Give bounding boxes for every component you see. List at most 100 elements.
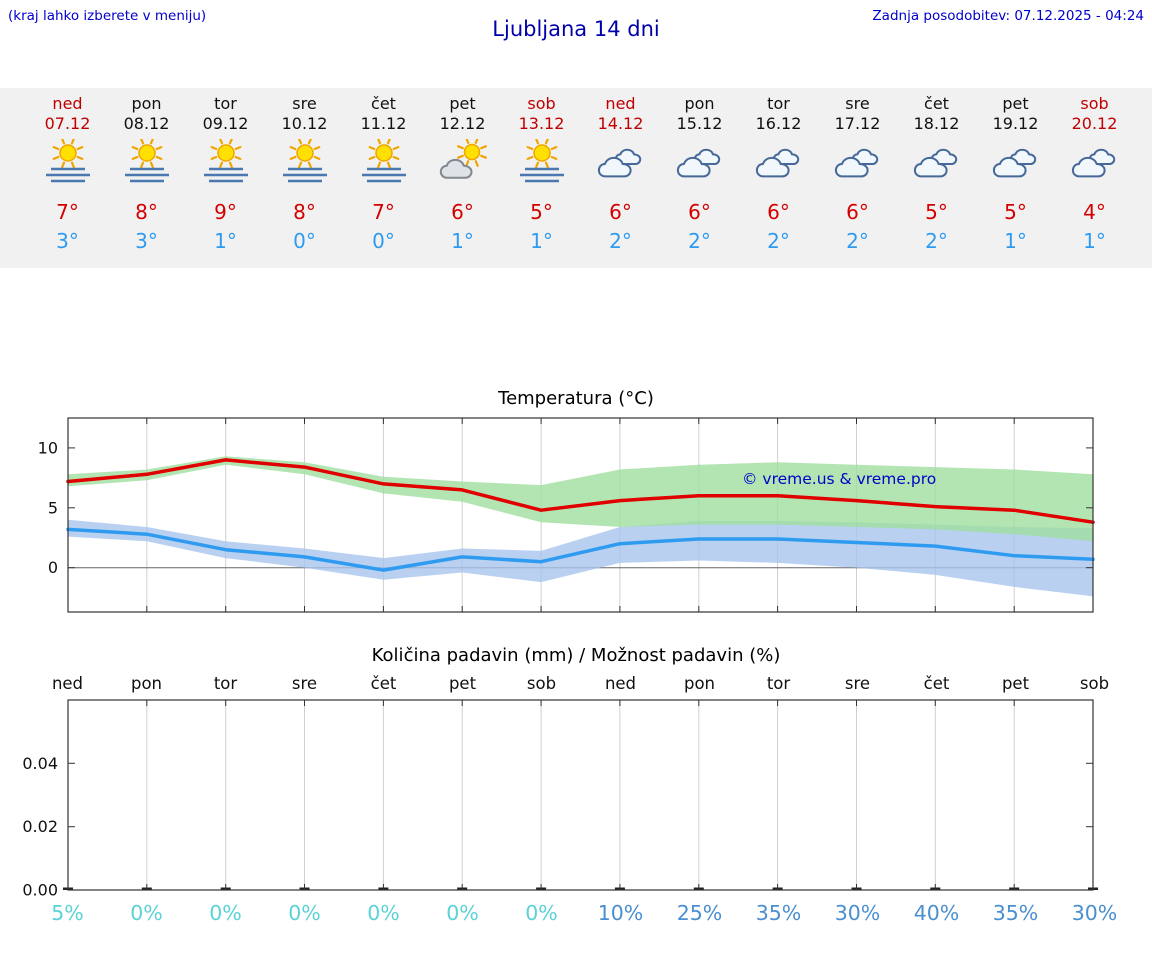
sun-fog-icon (502, 137, 581, 191)
precip-day-label: pon (683, 674, 716, 693)
high-temp: 6° (688, 200, 711, 224)
svg-text:10: 10 (38, 438, 58, 457)
precip-probability: 0% (446, 901, 479, 925)
precip-chart: 0.00 0.02 0.04 (22, 699, 1098, 900)
day-date: 13.12 (518, 114, 565, 133)
day-date: 10.12 (281, 114, 328, 133)
day-date: 07.12 (44, 114, 91, 133)
day-name: čet (924, 94, 949, 113)
svg-text:5: 5 (48, 498, 58, 517)
forecast-day: ned 07.12 7° 3° (28, 94, 107, 268)
clouds-icon (897, 139, 976, 191)
precip-chart-title: Količina padavin (mm) / Možnost padavin … (371, 645, 781, 666)
clouds-icon (660, 139, 739, 191)
forecast-day: pet 19.12 5° 1° (976, 94, 1055, 268)
forecast-day: sob 13.12 5° 1° (502, 94, 581, 268)
low-temp: 0° (372, 229, 395, 253)
day-name: pon (131, 94, 162, 113)
day-name: ned (52, 94, 83, 113)
precip-day-label: tor (213, 674, 238, 693)
precip-probability: 10% (597, 901, 644, 925)
low-temp: 3° (135, 229, 158, 253)
sun-cloud-icon (423, 137, 502, 191)
svg-text:0: 0 (48, 558, 58, 577)
high-temp: 8° (135, 200, 158, 224)
precip-day-label: čet (923, 674, 950, 693)
sun-fog-icon (186, 137, 265, 191)
forecast-day: čet 11.12 7° 0° (344, 94, 423, 268)
day-date: 09.12 (202, 114, 249, 133)
sun-fog-icon (28, 137, 107, 191)
high-temp: 9° (214, 200, 237, 224)
precip-probability: 0% (525, 901, 558, 925)
precip-day-label: sob (1079, 674, 1110, 693)
precip-day-label: ned (604, 674, 637, 693)
day-name: sre (845, 94, 870, 113)
low-temp: 0° (293, 229, 316, 253)
day-date: 12.12 (439, 114, 486, 133)
forecast-day: sob 20.12 4° 1° (1055, 94, 1134, 268)
precip-day-label: tor (766, 674, 791, 693)
high-temp: 5° (925, 200, 948, 224)
clouds-icon (1055, 139, 1134, 191)
temperature-chart-title: Temperatura (°C) (498, 388, 654, 409)
last-update: Zadnja posodobitev: 07.12.2025 - 04:24 (872, 8, 1144, 24)
temperature-chart: 0 5 10 © vreme.us & vreme.pro (38, 417, 1095, 613)
precip-probability: 40% (913, 901, 960, 925)
day-date: 15.12 (676, 114, 723, 133)
sun-fog-icon (265, 137, 344, 191)
day-name: pet (1002, 94, 1029, 113)
precip-probability: 30% (834, 901, 881, 925)
day-name: pon (684, 94, 715, 113)
high-temp: 6° (609, 200, 632, 224)
day-date: 18.12 (913, 114, 960, 133)
precip-probability: 0% (288, 901, 321, 925)
precip-day-label: sre (844, 674, 871, 693)
sun-fog-icon (344, 137, 423, 191)
precip-day-labels: ned pon tor sre čet pet sob ned pon tor sre čet pet s… (0, 674, 1152, 693)
clouds-icon (818, 139, 897, 191)
day-date: 14.12 (597, 114, 644, 133)
day-name: sob (1080, 94, 1109, 113)
low-temp: 2° (925, 229, 948, 253)
day-name: sob (527, 94, 556, 113)
forecast-day: sre 17.12 6° 2° (818, 94, 897, 268)
precip-day-label: pet (1001, 674, 1030, 693)
forecast-day: sre 10.12 8° 0° (265, 94, 344, 268)
forecast-strip: ned 07.12 7° 3° pon 08.12 8° 3° tor 09.12 9° 1° s… (0, 88, 1152, 268)
day-date: 17.12 (834, 114, 881, 133)
svg-text:0.00: 0.00 (22, 881, 58, 900)
precip-day-label: pet (448, 674, 477, 693)
low-temp: 2° (688, 229, 711, 253)
precip-probability: 0% (130, 901, 163, 925)
forecast-day: pon 15.12 6° 2° (660, 94, 739, 268)
precip-day-label: sre (291, 674, 318, 693)
high-temp: 8° (293, 200, 316, 224)
low-temp: 1° (1004, 229, 1027, 253)
high-temp: 5° (1004, 200, 1027, 224)
high-temp: 7° (372, 200, 395, 224)
precip-day-label: sob (526, 674, 557, 693)
high-temp: 6° (451, 200, 474, 224)
precip-probability: 30% (1071, 901, 1118, 925)
precip-probability: 5% (51, 901, 84, 925)
low-temp: 3° (56, 229, 79, 253)
precip-probability: 35% (992, 901, 1039, 925)
day-date: 19.12 (992, 114, 1039, 133)
day-name: sre (292, 94, 317, 113)
day-date: 16.12 (755, 114, 802, 133)
high-temp: 6° (846, 200, 869, 224)
low-temp: 1° (1083, 229, 1106, 253)
menu-hint: (kraj lahko izberete v meniju) (8, 8, 207, 24)
day-name: pet (449, 94, 476, 113)
low-temp: 1° (451, 229, 474, 253)
svg-text:0.02: 0.02 (22, 817, 58, 836)
low-temp: 1° (214, 229, 237, 253)
high-temp: 6° (767, 200, 790, 224)
forecast-day: tor 09.12 9° 1° (186, 94, 265, 268)
low-temp: 2° (846, 229, 869, 253)
forecast-day: tor 16.12 6° 2° (739, 94, 818, 268)
day-date: 08.12 (123, 114, 170, 133)
page-title: Ljubljana 14 dni (492, 17, 660, 41)
day-name: ned (605, 94, 636, 113)
